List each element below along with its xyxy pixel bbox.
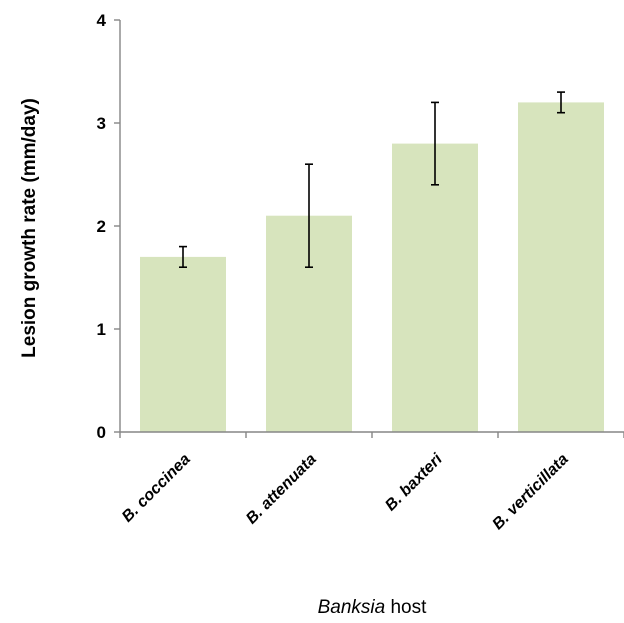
y-tick-labels: 0 1 2 3 4: [97, 11, 107, 442]
x-tick-label-4: B. verticillata: [489, 451, 572, 534]
bar-3: [392, 144, 478, 432]
y-tick-label-1: 1: [97, 320, 106, 339]
y-tick-label-3: 3: [97, 114, 106, 133]
y-axis-title: Lesion growth rate (mm/day): [19, 98, 40, 358]
x-category-labels: B. coccinea B. attenuata B. baxteri B. vert…: [119, 450, 572, 533]
x-axis-title-italic: Banksia: [318, 597, 386, 618]
y-tick-label-4: 4: [97, 11, 107, 30]
x-tick-label-3: B. baxteri: [382, 450, 446, 514]
y-tick-label-0: 0: [97, 423, 106, 442]
x-tick-label-2: B. attenuata: [243, 451, 320, 528]
bar-1: [140, 257, 226, 432]
bars: [140, 102, 604, 432]
x-axis-title-rest: host: [385, 597, 427, 618]
error-bars: [179, 92, 565, 267]
x-tick-label-1: B. coccinea: [119, 451, 194, 526]
y-tick-label-2: 2: [97, 217, 106, 236]
x-axis-title: Banksia host: [318, 597, 428, 618]
bar-4: [518, 102, 604, 432]
